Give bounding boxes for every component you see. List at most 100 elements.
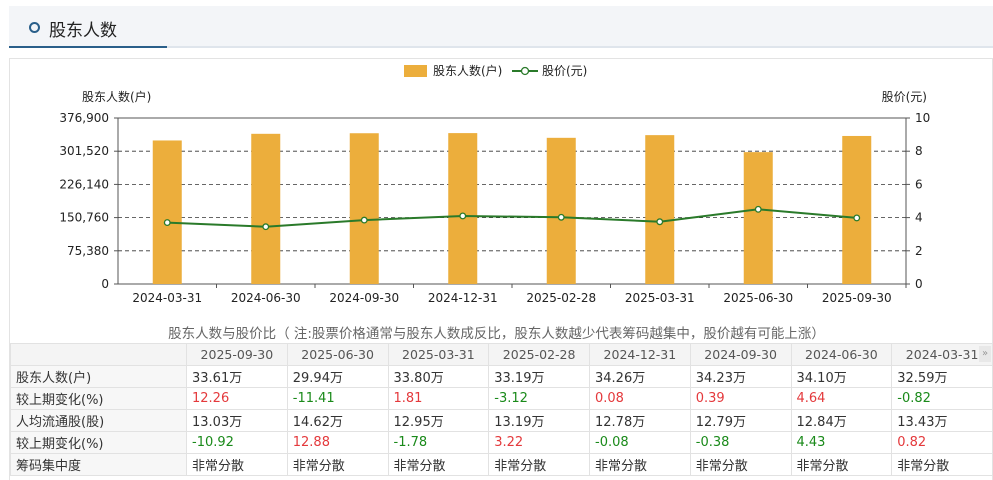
y-tick-label: 226,140 bbox=[59, 177, 109, 191]
y2-tick-label: 10 bbox=[915, 111, 930, 125]
table-cell: 4.43 bbox=[790, 431, 893, 454]
table-cell: 14.62万 bbox=[286, 409, 389, 432]
row-label: 股东人数(户) bbox=[10, 365, 187, 388]
table-cell: 非常分散 bbox=[589, 453, 691, 476]
table-row: 股东人数(户) 33.61万 29.94万 33.80万 33.19万 34.26万 34.… bbox=[10, 365, 993, 388]
x-tick-label: 2024-12-31 bbox=[428, 291, 498, 305]
x-tick-label: 2025-09-30 bbox=[822, 291, 892, 305]
circle-bullet-icon bbox=[29, 22, 40, 33]
y2-tick-label: 4 bbox=[915, 211, 923, 225]
table-cell: 3.22 bbox=[488, 431, 590, 454]
bar bbox=[743, 152, 773, 284]
price-line bbox=[167, 208, 857, 228]
table-cell: 29.94万 bbox=[286, 365, 389, 388]
table-cell: -11.41 bbox=[286, 387, 389, 410]
y-tick-label: 0 bbox=[101, 277, 109, 291]
legend-line-marker bbox=[520, 66, 530, 76]
table-cell: 0.39 bbox=[689, 387, 792, 410]
table-cell: 4.64 bbox=[790, 387, 893, 410]
table-cell: 32.59万 bbox=[891, 365, 993, 388]
y-tick-label: 376,900 bbox=[59, 111, 109, 125]
price-point bbox=[459, 212, 467, 220]
table-cell: 0.82 bbox=[891, 431, 993, 454]
y2-tick-label: 0 bbox=[915, 277, 923, 291]
bar bbox=[251, 133, 281, 284]
x-tick-label: 2025-06-30 bbox=[723, 291, 793, 305]
bar bbox=[645, 135, 675, 284]
table-corner-cell bbox=[10, 343, 187, 366]
legend-bar-swatch bbox=[404, 65, 427, 77]
price-point bbox=[656, 218, 664, 226]
double-chevron-right-icon[interactable]: » bbox=[979, 346, 991, 362]
table-cell: 12.79万 bbox=[689, 409, 792, 432]
y2-tick-label: 2 bbox=[915, 244, 923, 258]
table-cell: 非常分散 bbox=[387, 453, 490, 476]
table-cell: 12.95万 bbox=[387, 409, 490, 432]
table-cell: 非常分散 bbox=[790, 453, 893, 476]
column-header: 2025-06-30 bbox=[286, 343, 389, 366]
table-cell: 非常分散 bbox=[186, 453, 288, 476]
bar bbox=[349, 133, 379, 284]
column-header: 2025-03-31 bbox=[387, 343, 490, 366]
table-cell: 12.26 bbox=[186, 387, 288, 410]
table-row: 较上期变化(%) 12.26 -11.41 1.81 -3.12 0.08 0.39 4.64… bbox=[10, 387, 993, 410]
table-cell: 1.81 bbox=[387, 387, 490, 410]
bar bbox=[448, 133, 478, 284]
y2-axis-label: 股价(元) bbox=[882, 90, 927, 104]
price-point bbox=[262, 223, 270, 231]
y-tick-label: 75,380 bbox=[67, 244, 109, 258]
column-header: 2024-06-30 bbox=[790, 343, 893, 366]
price-point bbox=[853, 214, 861, 222]
plot-frame bbox=[117, 117, 907, 285]
bar bbox=[842, 135, 872, 284]
shareholder-table: 2025-09-30 2025-06-30 2025-03-31 2025-02-28… bbox=[10, 343, 993, 476]
table-cell: 13.19万 bbox=[488, 409, 590, 432]
section-title: 股东人数 bbox=[49, 21, 117, 41]
column-header: 2024-03-31 bbox=[891, 343, 993, 366]
x-tick-label: 2025-03-31 bbox=[625, 291, 695, 305]
x-tick-label: 2024-09-30 bbox=[329, 291, 399, 305]
y2-tick-label: 6 bbox=[915, 177, 923, 191]
table-cell: 13.03万 bbox=[186, 409, 288, 432]
price-point bbox=[360, 216, 368, 224]
price-point bbox=[557, 213, 565, 221]
table-cell: 34.10万 bbox=[790, 365, 893, 388]
shareholder-chart: 0 75,380 150,760 226,140 301,520 376,900 0 2 4 6 8… bbox=[59, 63, 930, 305]
table-cell: 非常分散 bbox=[286, 453, 389, 476]
bar bbox=[152, 140, 182, 284]
table-cell: -3.12 bbox=[488, 387, 590, 410]
legend-line-label: 股价(元) bbox=[542, 64, 587, 78]
table-cell: -0.38 bbox=[689, 431, 792, 454]
table-cell: 12.88 bbox=[286, 431, 389, 454]
table-cell: 33.80万 bbox=[387, 365, 490, 388]
row-label: 筹码集中度 bbox=[10, 453, 187, 476]
table-row: 人均流通股(股) 13.03万 14.62万 12.95万 13.19万 12.78万 12… bbox=[10, 409, 993, 432]
x-tick-label: 2024-03-31 bbox=[132, 291, 202, 305]
x-tick-label: 2025-02-28 bbox=[526, 291, 596, 305]
bar bbox=[546, 137, 576, 284]
table-cell: -1.78 bbox=[387, 431, 490, 454]
table-cell: 33.19万 bbox=[488, 365, 590, 388]
y-tick-label: 301,520 bbox=[59, 144, 109, 158]
x-tick-label: 2024-06-30 bbox=[231, 291, 301, 305]
header-underline bbox=[9, 46, 167, 48]
price-point bbox=[754, 205, 762, 213]
row-label: 较上期变化(%) bbox=[10, 431, 187, 454]
column-header: 2025-09-30 bbox=[186, 343, 288, 366]
table-cell: 12.78万 bbox=[589, 409, 691, 432]
table-cell: 非常分散 bbox=[488, 453, 590, 476]
table-cell: 34.26万 bbox=[589, 365, 691, 388]
price-point bbox=[163, 219, 171, 227]
table-cell: 33.61万 bbox=[186, 365, 288, 388]
row-label: 较上期变化(%) bbox=[10, 387, 187, 410]
section-header: 股东人数 bbox=[9, 6, 993, 48]
table-cell: 13.43万 bbox=[891, 409, 993, 432]
column-header: 2024-09-30 bbox=[689, 343, 792, 366]
y-tick-label: 150,760 bbox=[59, 211, 109, 225]
column-header: 2024-12-31 bbox=[589, 343, 691, 366]
table-cell: 12.84万 bbox=[790, 409, 893, 432]
table-cell: -10.92 bbox=[186, 431, 288, 454]
table-cell: 34.23万 bbox=[689, 365, 792, 388]
table-row: 筹码集中度 非常分散 非常分散 非常分散 非常分散 非常分散 非常分散 非常分散 非常分散 bbox=[10, 453, 993, 476]
table-cell: -0.82 bbox=[891, 387, 993, 410]
